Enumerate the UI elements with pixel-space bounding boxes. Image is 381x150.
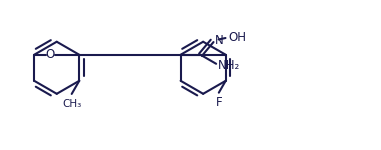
Text: O: O [46,48,55,61]
Text: OH: OH [228,31,246,44]
Text: F: F [216,96,222,109]
Text: CH₃: CH₃ [62,99,81,109]
Text: NH₂: NH₂ [218,59,240,72]
Text: N: N [215,34,224,47]
